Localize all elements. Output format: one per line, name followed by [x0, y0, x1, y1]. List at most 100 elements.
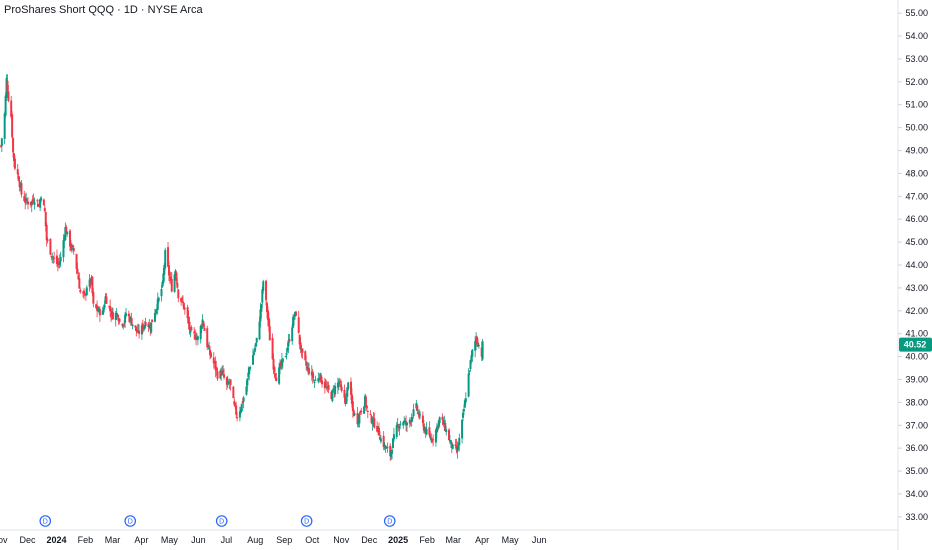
candle-body [337, 381, 340, 385]
candle-body [83, 290, 86, 294]
candle-body [249, 367, 252, 369]
candles-layer [0, 74, 484, 461]
candle [253, 344, 256, 354]
candle-body [279, 364, 282, 368]
candle-body [182, 302, 185, 310]
candle [360, 407, 363, 415]
candle-body [417, 412, 420, 414]
candle-body [456, 447, 459, 452]
time-tick-label: Aug [247, 535, 263, 545]
candle-body [391, 449, 394, 454]
candle-body [317, 378, 320, 382]
candle-body [42, 199, 45, 206]
candle-body [259, 309, 262, 322]
candle [353, 412, 356, 417]
candle [240, 403, 243, 413]
candle-body [233, 400, 236, 405]
candle-body [339, 384, 342, 388]
candle-body [412, 409, 415, 417]
candle-body [109, 306, 112, 312]
candle-body [266, 310, 269, 321]
candle-body [255, 337, 258, 343]
candle-body [66, 231, 69, 235]
candle [379, 434, 382, 444]
candle-body [77, 275, 80, 280]
candle [386, 442, 389, 453]
time-tick-label: Sep [276, 535, 292, 545]
candle [467, 368, 470, 398]
candle-body [148, 324, 151, 328]
dividend-marker[interactable]: D [215, 515, 228, 527]
price-tick-label: 34.00 [905, 489, 928, 499]
candle [363, 406, 366, 415]
price-tick-label: 51.00 [905, 100, 928, 110]
last-price-badge [899, 337, 932, 352]
time-tick-label: Feb [419, 535, 435, 545]
candle [232, 385, 235, 399]
price-axis[interactable]: 55.00 54.00 53.00 52.00 51.00 50.00 49.00 48.00… [898, 8, 928, 522]
candle-body [363, 406, 366, 414]
candle [468, 370, 471, 376]
candle-body [241, 401, 244, 403]
candle-body [389, 445, 392, 457]
candle-body [13, 153, 16, 161]
candle-body [20, 183, 23, 195]
candle [46, 237, 49, 244]
candle [130, 312, 133, 326]
dividend-marker[interactable]: D [39, 515, 52, 527]
candle-body [476, 336, 479, 343]
candle-body [225, 377, 228, 385]
candle-body [143, 324, 146, 329]
candle-body [275, 377, 278, 382]
candle-body [395, 424, 398, 438]
candle-body [254, 343, 257, 346]
candle-body [323, 381, 326, 389]
candle [175, 270, 178, 285]
time-tick-label: Oct [305, 535, 320, 545]
candle-body [98, 308, 101, 316]
dividend-marker[interactable]: D [383, 515, 396, 527]
chart-title: ProShares Short QQQ · 1D · NYSE Arca [4, 4, 204, 16]
candle-body [327, 384, 330, 390]
candle [336, 377, 339, 395]
candle-body [242, 397, 245, 402]
candle [287, 334, 290, 354]
candle-body [137, 329, 140, 332]
candle-body [438, 417, 441, 423]
candle-body [167, 265, 170, 276]
candle-body [125, 313, 128, 316]
candle [222, 364, 225, 376]
candle [249, 365, 252, 371]
candle-body [343, 390, 346, 398]
candle-body [138, 330, 141, 334]
candle-body [306, 366, 309, 368]
candle [352, 408, 355, 417]
candle-body [445, 429, 448, 433]
candle [150, 322, 153, 334]
candle [214, 356, 217, 378]
candle-body [234, 403, 237, 407]
candle-body [429, 434, 432, 439]
candle [262, 279, 265, 294]
candle [288, 333, 291, 344]
dividend-icon [124, 515, 137, 527]
candle-body [313, 381, 316, 383]
dividend-marker[interactable]: D [300, 515, 313, 527]
candle-body [278, 367, 281, 384]
candle-body [186, 307, 189, 319]
dividend-icon-label: D [387, 519, 392, 526]
price-tick-label: 50.00 [905, 123, 928, 133]
candle [297, 310, 300, 334]
candle-body [346, 387, 349, 397]
candle [56, 257, 59, 272]
candle [122, 324, 125, 330]
candle-body [411, 417, 414, 420]
candle-body [471, 349, 474, 357]
time-axis[interactable]: Nov Dec 2024 Feb Mar Apr May Jun Jul Aug Sep Oct Nov… [0, 535, 546, 545]
candle-body [251, 355, 254, 365]
candle-body [188, 321, 191, 330]
candle-body [52, 256, 55, 258]
dividend-marker[interactable]: D [124, 515, 137, 527]
candle [118, 318, 121, 325]
